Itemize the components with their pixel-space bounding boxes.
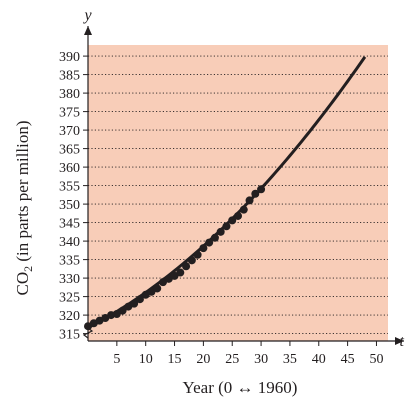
data-point	[239, 205, 248, 214]
x-tick-label: 50	[369, 352, 383, 367]
y-tick-label: 390	[59, 50, 80, 65]
x-tick-label: 15	[168, 352, 182, 367]
data-point	[193, 250, 202, 259]
data-point	[187, 256, 196, 265]
grid-lines	[88, 55, 388, 335]
data-point	[182, 262, 191, 271]
x-axis-label: Year (0 ↔ 1960)	[183, 378, 298, 397]
y-tick-label: 355	[59, 180, 80, 195]
data-point	[222, 222, 231, 231]
y-tick-label: 330	[59, 272, 80, 287]
y-ticks: 315 320 325 330 335 340 345 350 355 360 365 370 375 3…	[59, 50, 88, 343]
y-tick-label: 360	[59, 161, 80, 176]
data-points	[84, 185, 266, 331]
y-tick-label: 340	[59, 235, 80, 250]
y-tick-label: 345	[59, 217, 80, 232]
data-point	[176, 268, 185, 277]
x-tick-label: 20	[196, 352, 210, 367]
y-axis-label-main: CO	[13, 272, 32, 296]
data-point	[234, 211, 242, 220]
x-tick-label: 45	[341, 352, 355, 367]
y-tick-label: 325	[59, 291, 80, 306]
y-tick-label: 350	[59, 198, 80, 213]
data-point	[251, 189, 260, 198]
y-tick-label: 370	[59, 124, 80, 139]
y-tick-label: 385	[59, 69, 80, 84]
x-ticks: 5 10 15 20 25 30 35 40 45 50	[113, 341, 383, 367]
data-point	[210, 233, 219, 242]
data-point	[153, 284, 162, 293]
data-point	[199, 244, 208, 253]
y-tick-label: 315	[59, 328, 80, 343]
y-axis-label: CO2 (in parts per million)	[13, 120, 35, 295]
x-tick-label: 10	[139, 352, 153, 367]
data-point	[228, 216, 237, 225]
data-point	[118, 306, 127, 315]
y-axis-label-subscript: 2	[21, 266, 35, 272]
x-tick-label: 30	[254, 352, 268, 367]
y-axis-label-rest: (in parts per million)	[13, 120, 32, 265]
x-tick-label: 40	[312, 352, 326, 367]
y-tick-label: 380	[59, 87, 80, 102]
x-tick-label: 25	[225, 352, 239, 367]
data-point	[257, 185, 266, 194]
data-point	[216, 227, 225, 236]
y-tick-label: 335	[59, 254, 80, 269]
x-tick-label: 5	[113, 352, 120, 367]
data-point	[135, 295, 144, 304]
x-tick-label: 35	[283, 352, 297, 367]
data-point	[245, 196, 254, 205]
data-point	[205, 238, 214, 247]
y-tick-label: 365	[59, 143, 80, 158]
data-point	[130, 299, 139, 308]
x-axis-name: t	[400, 333, 405, 350]
y-tick-label: 320	[59, 309, 80, 324]
y-axis-name: y	[82, 7, 92, 24]
y-tick-label: 375	[59, 106, 80, 121]
